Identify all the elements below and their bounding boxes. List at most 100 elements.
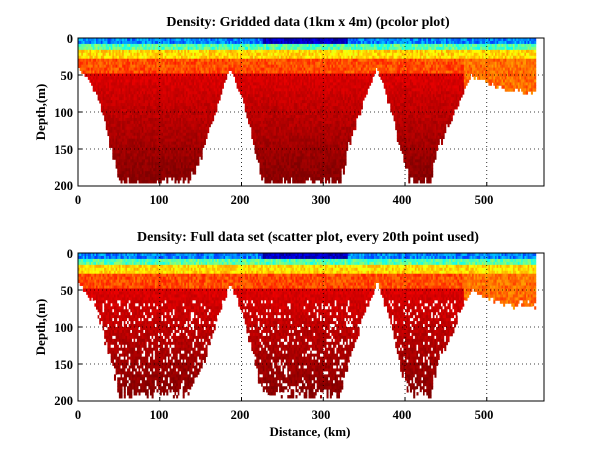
density-cell <box>100 49 103 54</box>
density-cell <box>166 156 169 160</box>
density-cell <box>252 43 255 48</box>
density-cell <box>187 147 190 151</box>
density-cell <box>290 120 293 125</box>
density-cell <box>123 82 126 86</box>
density-cell <box>202 79 205 83</box>
density-cell <box>125 150 128 154</box>
density-cell <box>184 58 187 63</box>
density-cell <box>110 79 113 83</box>
density-cell <box>125 67 128 71</box>
density-cell <box>130 153 133 157</box>
density-cell <box>249 40 252 45</box>
density-cell <box>141 114 144 119</box>
density-cell <box>185 120 188 125</box>
density-cell <box>279 103 282 107</box>
density-cell <box>102 82 105 86</box>
density-cell <box>270 112 273 116</box>
density-cell <box>225 64 228 68</box>
density-cell <box>161 150 164 154</box>
density-cell <box>104 79 107 83</box>
density-cell <box>176 55 179 60</box>
density-cell <box>158 180 161 184</box>
density-cell <box>194 171 197 175</box>
density-cell <box>192 88 195 92</box>
density-cell <box>208 70 211 74</box>
density-cell <box>118 97 121 101</box>
density-cell <box>109 49 112 54</box>
density-cell <box>195 67 198 71</box>
density-cell <box>97 40 100 45</box>
density-cell <box>189 82 192 86</box>
density-cell <box>243 58 246 63</box>
density-cell <box>185 94 188 98</box>
density-cell <box>105 117 108 122</box>
density-cell <box>133 177 136 181</box>
density-cell <box>89 61 92 66</box>
density-cell <box>171 82 174 86</box>
density-cell <box>277 153 280 157</box>
density-cell <box>164 168 167 172</box>
density-cell <box>262 162 265 166</box>
density-cell <box>94 52 97 57</box>
density-cell <box>244 38 247 42</box>
density-cell <box>264 132 267 137</box>
density-cell <box>146 67 149 71</box>
density-cell <box>285 112 288 116</box>
density-cell <box>266 165 269 169</box>
density-cell <box>151 109 154 113</box>
density-cell <box>280 91 283 95</box>
density-cell <box>177 180 180 184</box>
density-cell <box>105 100 108 104</box>
density-cell <box>290 91 293 95</box>
density-cell <box>207 129 210 134</box>
density-cell <box>122 94 125 98</box>
density-cell <box>146 76 149 80</box>
density-cell <box>136 70 139 74</box>
density-cell <box>182 162 185 166</box>
density-cell <box>213 49 216 54</box>
density-cell <box>200 135 203 140</box>
density-cell <box>120 114 123 119</box>
density-cell <box>279 94 282 98</box>
density-cell <box>141 38 144 42</box>
density-cell <box>154 88 157 92</box>
density-cell <box>148 40 151 45</box>
density-cell <box>86 55 89 60</box>
density-cell <box>199 61 202 66</box>
density-cell <box>84 61 87 66</box>
density-cell <box>197 141 200 145</box>
density-cell <box>262 100 265 104</box>
density-cell <box>195 147 198 151</box>
density-cell <box>243 88 246 92</box>
density-cell <box>99 38 102 42</box>
density-cell <box>241 52 244 57</box>
density-cell <box>192 159 195 163</box>
density-cell <box>110 82 113 86</box>
density-cell <box>187 64 190 68</box>
density-cell <box>94 73 97 77</box>
density-cell <box>102 73 105 77</box>
density-cell <box>212 76 215 80</box>
density-cell <box>243 97 246 101</box>
density-cell <box>220 55 223 60</box>
density-cell <box>288 43 291 48</box>
density-cell <box>249 61 252 66</box>
density-cell <box>261 109 264 113</box>
density-cell <box>212 100 215 104</box>
density-cell <box>220 79 223 83</box>
density-cell <box>259 138 262 142</box>
density-cell <box>246 46 249 51</box>
density-cell <box>172 174 175 178</box>
density-cell <box>182 126 185 131</box>
density-cell <box>136 144 139 148</box>
density-cell <box>274 55 277 60</box>
density-cell <box>241 46 244 51</box>
density-cell <box>195 112 198 116</box>
density-cell <box>128 114 131 119</box>
density-cell <box>280 177 283 181</box>
density-cell <box>272 52 275 57</box>
density-cell <box>199 132 202 137</box>
density-cell <box>113 67 117 71</box>
density-cell <box>113 135 117 140</box>
density-cell <box>140 76 143 80</box>
